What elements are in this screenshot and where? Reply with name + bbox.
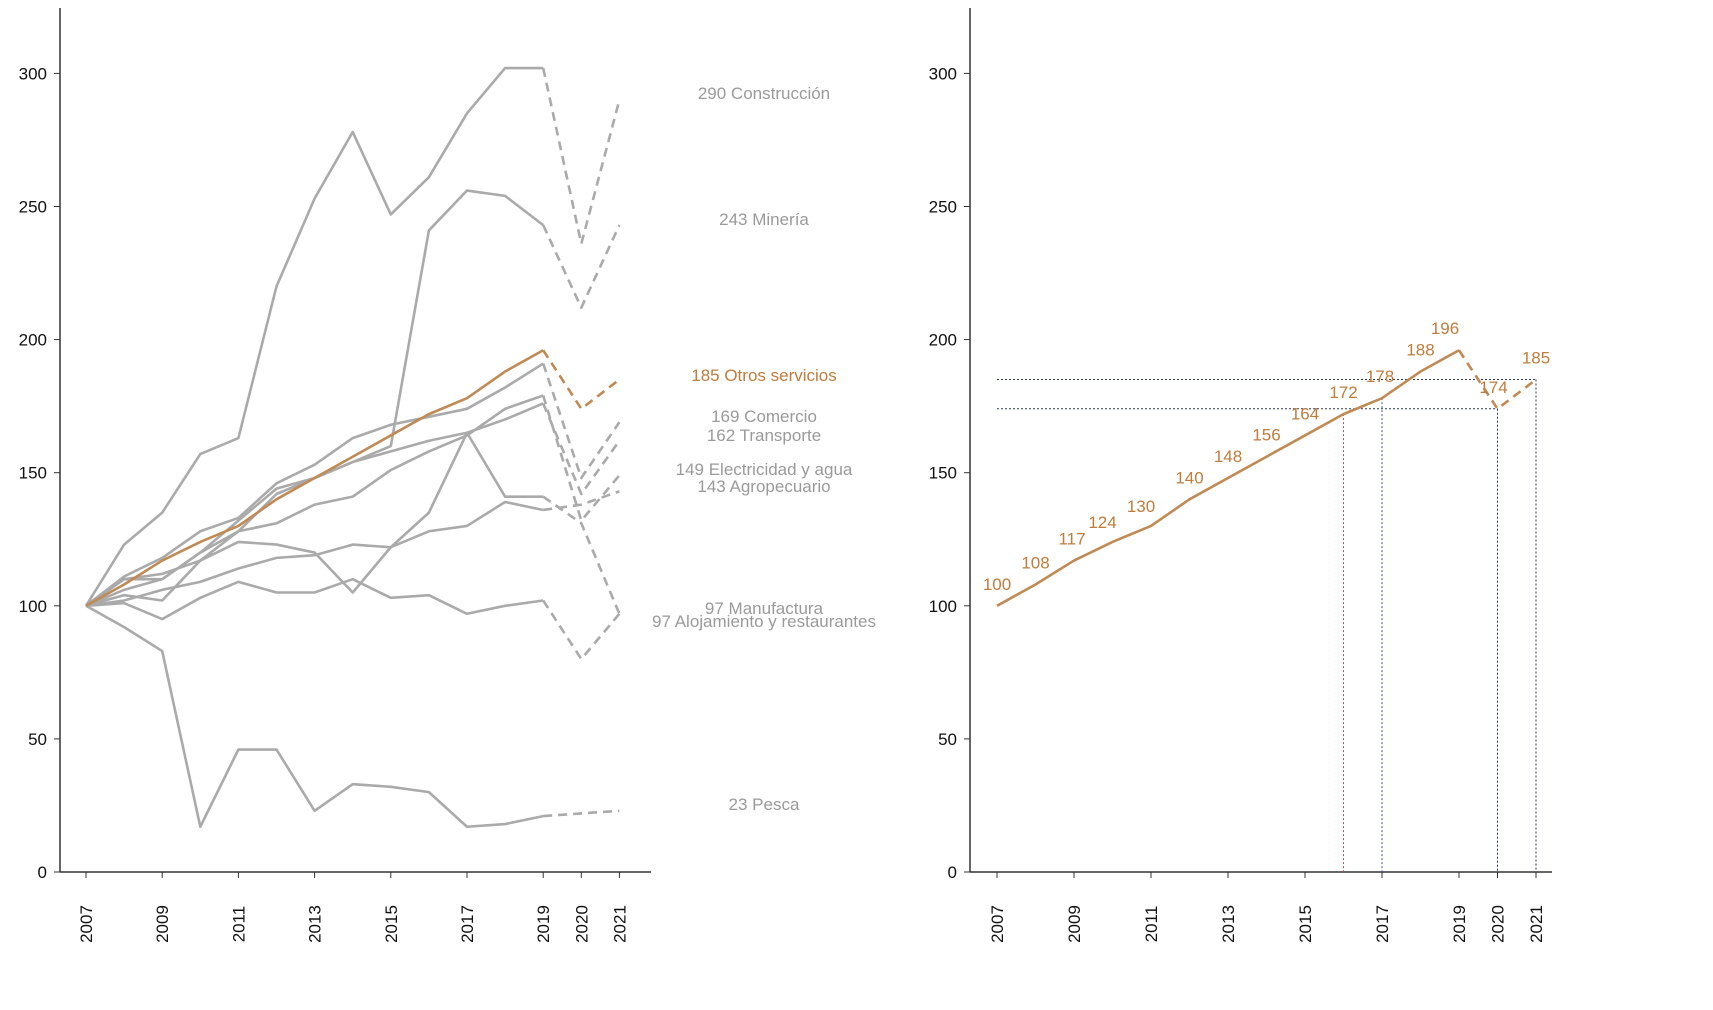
series-line-alojamiento-y-restaurantes — [85, 577, 544, 621]
series-label-agropecuario: 143 Agropecuario — [697, 477, 830, 496]
y-tick-label: 300 — [929, 64, 957, 83]
x-tick-label: 2013 — [306, 905, 325, 943]
data-label: 156 — [1252, 426, 1280, 445]
x-tick-label: 2009 — [153, 905, 172, 943]
series-line-projection-otros-servicios — [542, 349, 621, 411]
right-chart-panel: 0 50 100 150 200 250 300 2007 2009 2011 2013 2015 20… — [929, 8, 1552, 943]
y-tick-label: 150 — [19, 464, 47, 483]
x-tick-label: 2020 — [572, 905, 591, 943]
y-tick-label: 150 — [929, 464, 957, 483]
x-tick-label: 2017 — [458, 905, 477, 943]
data-label: 174 — [1479, 378, 1507, 397]
x-tick-label: 2007 — [77, 905, 96, 943]
data-label: 100 — [983, 575, 1011, 594]
y-tick-label: 50 — [938, 730, 957, 749]
series-line-projection-comercio — [541, 363, 621, 480]
data-label: 130 — [1127, 497, 1155, 516]
y-tick-label: 0 — [38, 863, 47, 882]
series-line-pesca — [85, 604, 544, 829]
series-line-agropecuario — [85, 500, 544, 608]
series-label-comercio: 169 Comercio — [711, 407, 817, 426]
x-tick-label: 2007 — [988, 905, 1007, 943]
y-tick-label: 300 — [19, 64, 47, 83]
series-line-projection-pesca — [543, 809, 620, 818]
series-line-comercio — [85, 362, 544, 607]
y-tick-label: 250 — [929, 198, 957, 217]
x-tick-label: 2009 — [1065, 905, 1084, 943]
data-label: 196 — [1431, 319, 1459, 338]
data-label: 188 — [1406, 341, 1434, 360]
left-chart-panel: 0 50 100 150 200 250 300 2007 2009 2011 2013 2015 20… — [19, 8, 876, 943]
series-line-projection-agropecuario — [543, 490, 620, 512]
x-tick-label: 2017 — [1373, 905, 1392, 943]
series-line-projection-electricidad-y-agua — [541, 395, 621, 522]
series-label-transporte: 162 Transporte — [707, 426, 821, 445]
series-line-projection-mineria — [542, 224, 621, 309]
series-label-construccion: 290 Construcción — [698, 84, 830, 103]
y-tick-label: 250 — [19, 198, 47, 217]
series-line-projection-alojamiento-y-restaurantes — [542, 599, 621, 661]
data-label: 178 — [1366, 367, 1394, 386]
y-tick-label: 200 — [929, 331, 957, 350]
data-label: 148 — [1214, 447, 1242, 466]
y-tick-label: 100 — [19, 597, 47, 616]
y-tick-label: 200 — [19, 331, 47, 350]
series-line-otros-servicios — [996, 349, 1460, 607]
series-line-mineria — [85, 189, 544, 607]
x-tick-label: 2021 — [610, 905, 629, 943]
y-tick-label: 0 — [948, 863, 957, 882]
series-line-projection-otros-servicios — [1457, 349, 1537, 411]
data-label: 185 — [1522, 349, 1550, 368]
series-line-projection-transporte — [542, 402, 621, 496]
x-tick-label: 2011 — [1142, 906, 1161, 943]
x-tick-label: 2015 — [382, 905, 401, 943]
series-line-manufactura — [85, 431, 544, 608]
x-tick-label: 2013 — [1219, 905, 1238, 943]
data-label: 108 — [1021, 554, 1049, 573]
y-tick-label: 50 — [28, 730, 47, 749]
data-label: 124 — [1088, 513, 1116, 532]
x-tick-label: 2021 — [1527, 905, 1546, 943]
series-label-otros-servicios: 185 Otros servicios — [691, 366, 837, 385]
series-label-alojamiento-y-restaurantes: 97 Alojamiento y restaurantes — [652, 612, 876, 631]
data-label: 140 — [1175, 468, 1203, 487]
series-line-otros-servicios — [85, 349, 544, 607]
data-label: 172 — [1329, 383, 1357, 402]
data-label: 164 — [1291, 404, 1319, 423]
series-label-electricidad-y-agua: 149 Electricidad y agua — [676, 460, 853, 479]
x-tick-label: 2019 — [534, 905, 553, 943]
data-label: 117 — [1058, 530, 1085, 549]
series-label-pesca: 23 Pesca — [729, 795, 800, 814]
x-tick-label: 2015 — [1296, 905, 1315, 943]
y-tick-label: 100 — [929, 597, 957, 616]
x-tick-label: 2019 — [1450, 905, 1469, 943]
series-label-mineria: 243 Minería — [719, 210, 809, 229]
series-line-projection-manufactura — [542, 495, 621, 615]
series-line-construccion — [84, 66, 544, 607]
x-tick-label: 2011 — [229, 906, 248, 943]
x-tick-label: 2020 — [1489, 905, 1508, 943]
series-line-projection-construccion — [541, 67, 621, 246]
series-label-manufactura: 97 Manufactura — [705, 599, 824, 618]
